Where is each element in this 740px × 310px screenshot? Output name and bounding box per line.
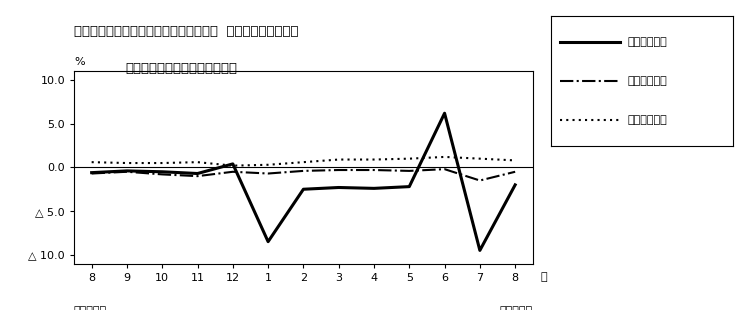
Text: 平成２３年: 平成２３年	[74, 306, 107, 310]
Text: 月: 月	[540, 272, 547, 282]
Text: %: %	[74, 57, 84, 68]
Text: （規模５人以上　調査産業計）: （規模５人以上 調査産業計）	[126, 62, 238, 75]
Text: 第４図　賃金、労働時間、常用雇用指数  対前年同月比の推移: 第４図 賃金、労働時間、常用雇用指数 対前年同月比の推移	[74, 25, 298, 38]
Text: 平成２４年: 平成２４年	[500, 306, 533, 310]
Text: 常用雇用指数: 常用雇用指数	[628, 115, 667, 125]
Text: 現金給与総額: 現金給与総額	[628, 37, 667, 46]
Text: 総実労働時間: 総実労働時間	[628, 76, 667, 86]
